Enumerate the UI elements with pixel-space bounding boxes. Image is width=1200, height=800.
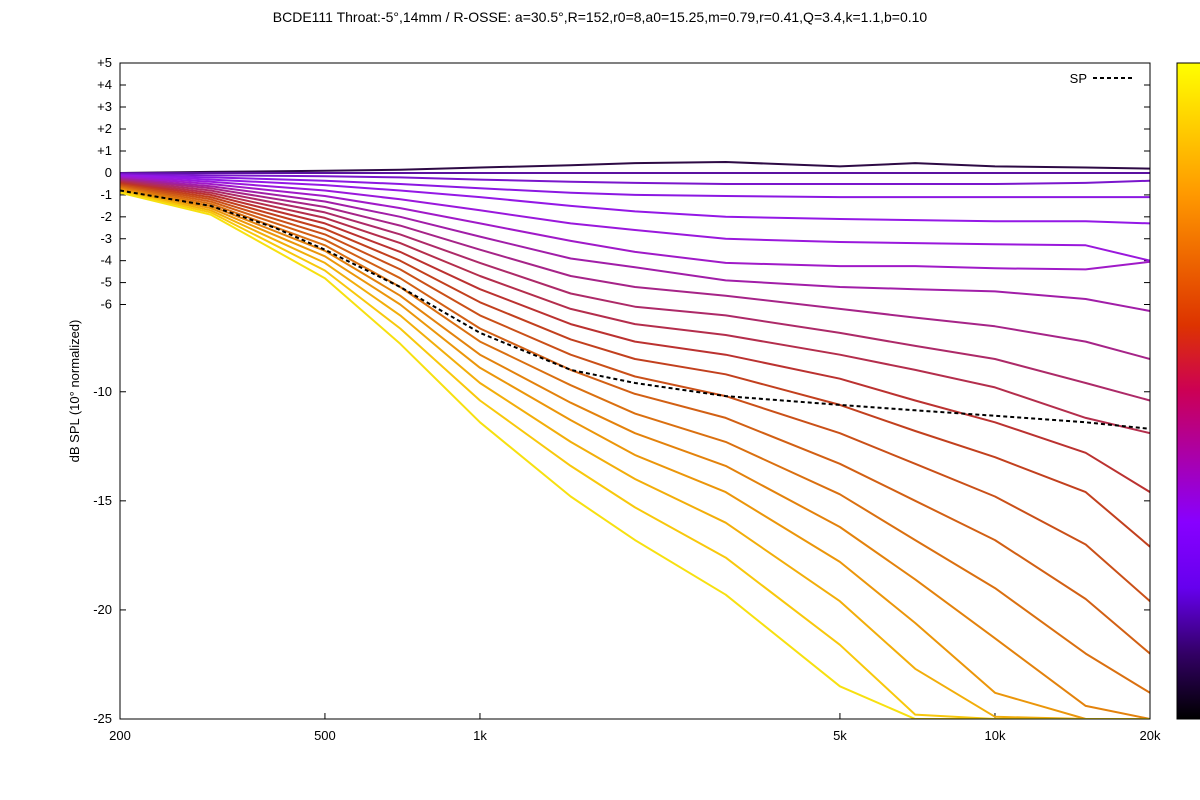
x-tick-label: 5k xyxy=(833,728,847,743)
y-tick-label: -2 xyxy=(100,209,112,224)
y-tick-label: -3 xyxy=(100,231,112,246)
y-tick-label: -15 xyxy=(93,493,112,508)
series-line-10 xyxy=(120,180,1150,435)
series-line-8 xyxy=(120,178,1150,360)
series-line-7 xyxy=(120,177,1150,312)
y-tick-label: -5 xyxy=(100,275,112,290)
series-line-20 xyxy=(120,191,1150,719)
y-tick-label: +3 xyxy=(97,99,112,114)
y-axis: -25-20-15-10-6-5-4-3-2-10+1+2+3+4+5 xyxy=(93,55,1150,726)
y-tick-label: -1 xyxy=(100,187,112,202)
sp-line xyxy=(120,189,1150,430)
y-tick-label: -10 xyxy=(93,384,112,399)
y-tick-label: +5 xyxy=(97,55,112,70)
y-tick-label: +2 xyxy=(97,121,112,136)
y-tick-label: -20 xyxy=(93,602,112,617)
sp-series xyxy=(120,189,1150,430)
y-tick-label: -4 xyxy=(100,253,112,268)
y-tick-label: +4 xyxy=(97,77,112,92)
series-line-13 xyxy=(120,184,1150,602)
x-axis: 200 500 1k 5k 10k 20k xyxy=(109,713,1161,743)
plot-border xyxy=(119,62,1151,720)
series-line-11 xyxy=(120,181,1150,493)
series-line-15 xyxy=(120,186,1150,694)
y-tick-label: -6 xyxy=(100,297,112,312)
series-line-4 xyxy=(120,174,1150,225)
series-line-12 xyxy=(120,183,1150,548)
series-line-5 xyxy=(120,175,1150,262)
series-line-2 xyxy=(120,173,1150,185)
y-tick-label: 0 xyxy=(105,165,112,180)
legend-sp-label: SP xyxy=(1070,71,1087,86)
y-tick-label: -25 xyxy=(93,711,112,726)
y-axis-label: dB SPL (10° normalized) xyxy=(67,320,82,463)
series-line-3 xyxy=(120,174,1150,199)
legend: SP xyxy=(1070,71,1133,86)
series-line-19 xyxy=(120,190,1150,719)
colorbar xyxy=(1176,62,1200,720)
series-line-6 xyxy=(120,176,1150,271)
x-tick-label: 20k xyxy=(1140,728,1161,743)
series-line-0 xyxy=(120,161,1150,174)
series-lines xyxy=(120,161,1150,719)
series-line-14 xyxy=(120,185,1150,655)
x-tick-label: 500 xyxy=(314,728,336,743)
series-line-9 xyxy=(120,179,1150,402)
chart-title: BCDE111 Throat:-5°,14mm / R-OSSE: a=30.5… xyxy=(273,9,928,25)
series-line-18 xyxy=(120,189,1150,719)
series-line-16 xyxy=(120,187,1150,719)
x-tick-label: 1k xyxy=(473,728,487,743)
x-tick-label: 200 xyxy=(109,728,131,743)
x-tick-label: 10k xyxy=(984,728,1005,743)
series-line-17 xyxy=(120,188,1150,719)
y-tick-label: +1 xyxy=(97,143,112,158)
